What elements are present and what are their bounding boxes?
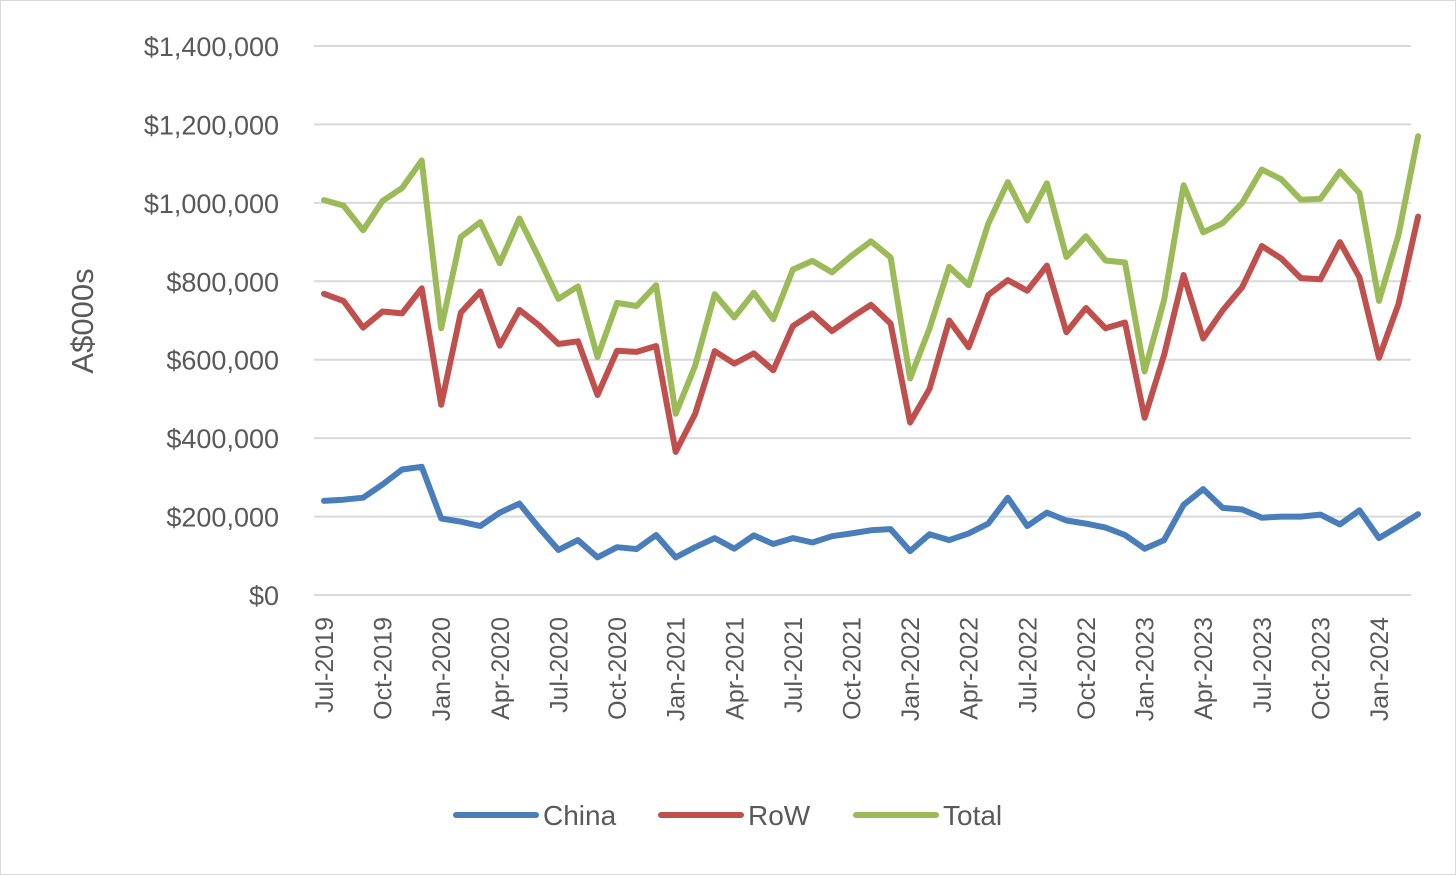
y-tick-label: $400,000 (166, 424, 279, 454)
x-tick-label: Jan-2024 (1366, 617, 1394, 721)
series-line-china (321, 463, 1422, 561)
x-tick-label: Apr-2023 (1190, 617, 1218, 720)
x-tick-label: Apr-2020 (487, 617, 515, 720)
x-tick-label: Jan-2022 (897, 617, 925, 721)
y-axis-title: A$000s (65, 268, 100, 373)
x-tick-label: Oct-2019 (370, 617, 398, 720)
y-tick-label: $800,000 (166, 267, 279, 297)
y-tick-label: $1,200,000 (144, 110, 279, 140)
x-tick-label: Oct-2022 (1073, 617, 1101, 720)
y-tick-label: $1,400,000 (144, 32, 279, 62)
legend-label-total: Total (943, 800, 1002, 831)
x-tick-label: Jan-2020 (428, 617, 456, 721)
y-tick-label: $0 (249, 581, 279, 611)
y-axis-tick-labels: $0 $200,000 $400,000 $600,000 $800,000 $1,000… (144, 32, 279, 611)
x-tick-label: Oct-2020 (604, 617, 632, 720)
x-axis-tick-labels: Jul-2019 Oct-2019 Jan-2020 Apr-2020 Jul-2020… (311, 617, 1394, 721)
x-tick-label: Oct-2021 (838, 617, 866, 720)
x-tick-label: Jul-2022 (1014, 617, 1042, 713)
x-tick-label: Jul-2019 (311, 617, 339, 713)
legend-label-china: China (543, 800, 617, 831)
x-tick-label: Jul-2021 (780, 617, 808, 713)
series-lines (321, 133, 1422, 561)
y-tick-label: $1,000,000 (144, 189, 279, 219)
y-tick-label: $600,000 (166, 346, 279, 376)
series-line-row (321, 213, 1422, 455)
x-tick-label: Jan-2023 (1132, 617, 1160, 721)
x-tick-label: Jul-2020 (545, 617, 573, 713)
series-line-total (321, 133, 1422, 417)
x-tick-label: Jul-2023 (1249, 617, 1277, 713)
x-tick-label: Jan-2021 (663, 617, 691, 721)
x-tick-label: Apr-2022 (956, 617, 984, 720)
y-tick-label: $200,000 (166, 503, 279, 533)
legend-label-row: RoW (748, 800, 811, 831)
legend: China RoW Total (453, 800, 1002, 831)
x-tick-label: Apr-2021 (721, 617, 749, 720)
x-tick-label: Oct-2023 (1307, 617, 1335, 720)
